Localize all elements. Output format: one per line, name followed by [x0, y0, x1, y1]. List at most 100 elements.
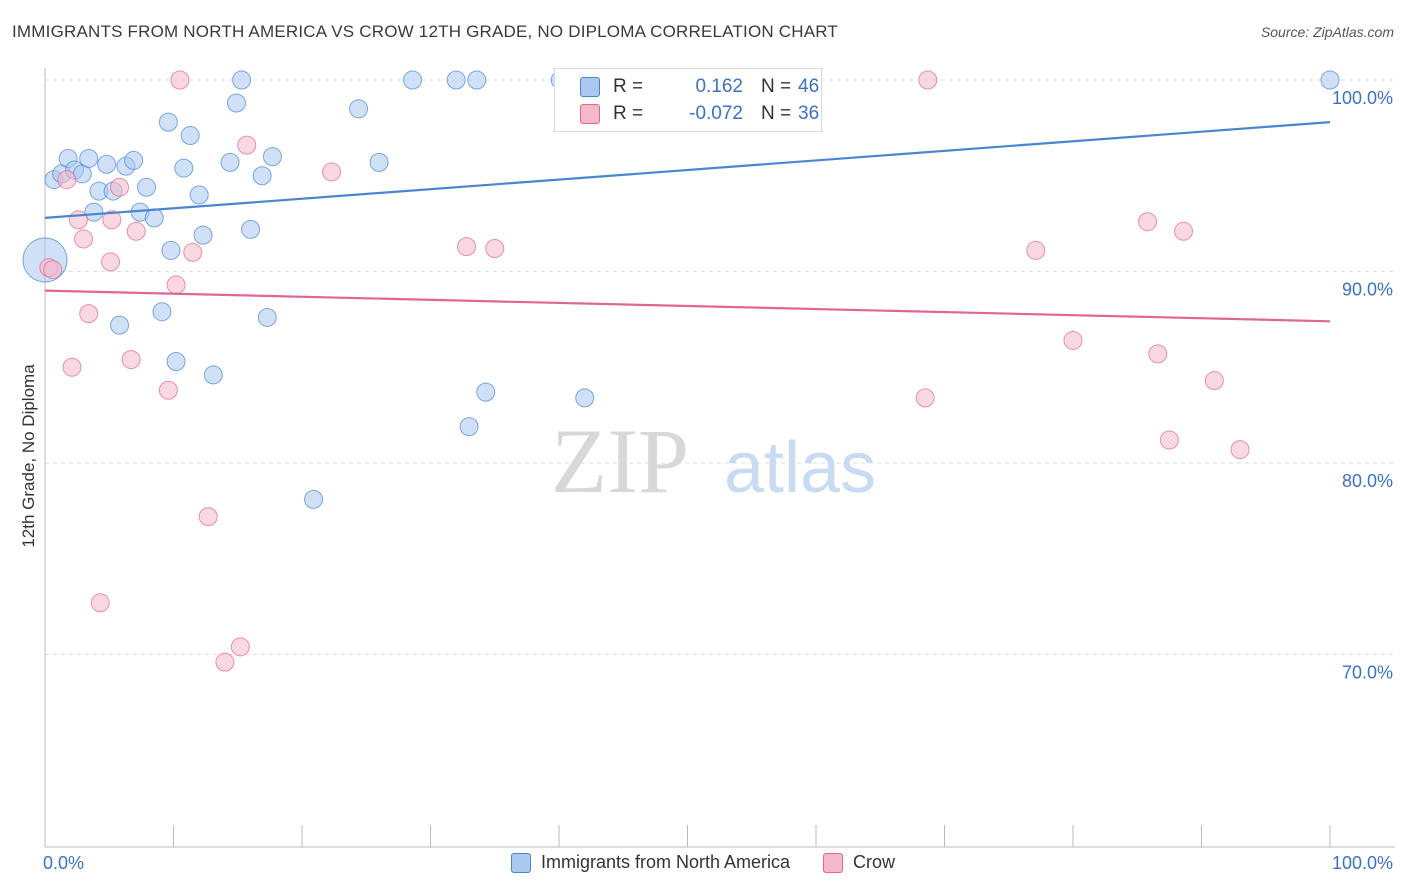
point-crow [485, 239, 505, 259]
stats-box: R = 0.162 N = 46 R = -0.072 N = 36 [554, 68, 822, 132]
point-crow [230, 637, 250, 657]
legend-swatch-north-america [510, 852, 531, 873]
y-tick-label: 100.0% [1332, 88, 1393, 108]
tick-labels: 70.0% 80.0% 90.0% 100.0% 0.0% 100.0% [43, 88, 1393, 873]
trend-line-north-america [44, 121, 1331, 219]
point-north-america [1320, 70, 1340, 90]
point-crow [322, 162, 342, 182]
point-north-america [144, 208, 164, 228]
point-crow [90, 593, 110, 613]
point-north-america [304, 489, 324, 509]
watermark-zip: ZIP [551, 410, 689, 512]
point-crow [915, 388, 935, 408]
data-points [22, 70, 1340, 672]
point-north-america [152, 302, 172, 322]
r-value: -0.072 [689, 103, 743, 124]
point-north-america [257, 307, 277, 327]
point-north-america [241, 219, 261, 239]
point-north-america [158, 112, 178, 132]
point-crow [170, 70, 190, 90]
point-north-america [203, 365, 223, 385]
point-north-america [476, 382, 496, 402]
source-label: Source: ZipAtlas.com [1260, 24, 1394, 40]
point-north-america [97, 154, 117, 174]
point-crow [62, 357, 82, 377]
grid-lines [45, 79, 1395, 655]
point-crow [215, 652, 235, 672]
point-crow [79, 304, 99, 324]
y-tick-label: 80.0% [1342, 471, 1393, 491]
point-crow [198, 507, 218, 527]
point-north-america [174, 158, 194, 178]
point-north-america [137, 177, 157, 197]
point-north-america [193, 225, 213, 245]
trend-line-crow [44, 289, 1331, 323]
point-crow [1026, 240, 1046, 260]
point-crow [237, 135, 257, 155]
point-crow [74, 229, 94, 249]
point-north-america [124, 150, 144, 170]
point-north-america [110, 315, 130, 335]
n-value: 46 [798, 76, 820, 97]
point-north-america [166, 352, 186, 372]
point-north-america [403, 70, 423, 90]
point-crow [456, 237, 476, 257]
point-crow [158, 380, 178, 400]
point-crow [1063, 330, 1083, 350]
point-crow [1174, 221, 1194, 241]
point-crow [1148, 344, 1168, 364]
point-north-america [232, 70, 252, 90]
point-north-america [369, 152, 389, 172]
legend-item-crow[interactable]: Crow [823, 852, 895, 873]
point-crow [166, 275, 186, 295]
y-axis-label: 12th Grade, No Diploma [19, 364, 38, 548]
x-tick-label: 100.0% [1332, 853, 1393, 873]
point-north-america [180, 126, 200, 146]
watermark-atlas: atlas [724, 428, 876, 508]
point-north-america [467, 70, 487, 90]
point-north-america [446, 70, 466, 90]
point-north-america [575, 388, 595, 408]
point-crow [918, 70, 938, 90]
point-crow [183, 242, 203, 262]
y-tick-label: 90.0% [1342, 280, 1393, 300]
point-north-america [220, 152, 240, 172]
legend-label: Crow [853, 852, 896, 872]
legend-item-north-america[interactable]: Immigrants from North America [510, 852, 790, 873]
point-crow [1159, 430, 1179, 450]
point-crow [110, 177, 130, 197]
point-crow [1230, 440, 1250, 460]
point-crow [57, 170, 77, 190]
point-crow [126, 221, 146, 241]
point-crow [101, 252, 121, 272]
chart-title: IMMIGRANTS FROM NORTH AMERICA VS CROW 12… [12, 22, 839, 41]
point-north-america [189, 185, 209, 205]
point-crow [121, 350, 141, 370]
n-label: N = [761, 103, 792, 124]
y-tick-label: 70.0% [1342, 663, 1393, 683]
trend-lines [44, 121, 1331, 323]
legend-swatch-crow [823, 852, 844, 873]
point-crow [1138, 212, 1158, 232]
point-north-america [161, 240, 181, 260]
n-value: 36 [798, 103, 820, 124]
point-north-america [262, 147, 282, 167]
point-crow [68, 210, 88, 230]
point-crow [1204, 371, 1224, 391]
r-value: 0.162 [695, 76, 743, 97]
point-crow [43, 260, 63, 280]
point-north-america [84, 202, 104, 222]
x-tick-label: 0.0% [43, 853, 84, 873]
n-label: N = [761, 76, 792, 97]
point-north-america [459, 417, 479, 437]
r-label: R = [613, 103, 644, 124]
stats-swatch-north-america [580, 77, 600, 97]
r-label: R = [613, 76, 644, 97]
legend: Immigrants from North America Crow [0, 852, 1406, 878]
point-north-america [226, 93, 246, 113]
point-north-america [79, 149, 99, 169]
point-north-america [252, 166, 272, 186]
stats-swatch-crow [580, 104, 600, 124]
point-north-america [349, 99, 369, 119]
